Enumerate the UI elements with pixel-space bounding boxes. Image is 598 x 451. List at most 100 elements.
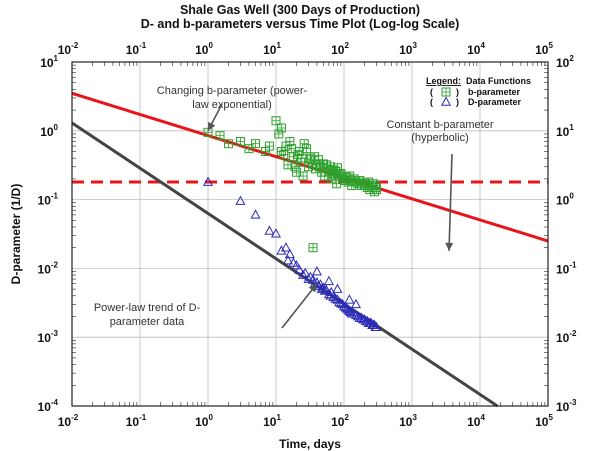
b-parameter-point [271,116,281,126]
b-parameter-point [244,144,254,154]
d-parameter-point [323,275,334,286]
d-parameter-point [294,264,305,274]
trend-line [71,91,549,243]
b-parameter-point [215,131,225,141]
y-tick-label: 10-4 [38,398,59,414]
b-parameter-point [371,185,381,195]
b-parameter-point [441,87,451,97]
y-tick-label: 100 [40,123,58,139]
d-parameter-point [300,267,311,278]
legend-heading: Legend: Data Functions [426,76,531,86]
annotation-text: Power-law trend of D- [94,302,201,314]
legend-paren-open: ( [430,97,433,107]
plot-background [72,62,548,406]
x-tick-label: 101 [263,413,281,429]
b-parameter-point [223,139,233,149]
trend-line [71,121,499,408]
d-parameter-point [350,309,362,319]
b-parameter-point [332,179,342,189]
legend-entry-label: D-parameter [468,97,522,107]
d-parameter-point [348,308,359,318]
y-axis-label: D-parameter (1/D) [9,184,23,285]
y2-tick-label: 101 [556,123,574,139]
x-tick-label-top: 102 [331,41,349,57]
y-tick-label: 10-3 [38,329,59,345]
y2-tick-label: 10-1 [556,260,577,276]
annotation-arrowhead [445,242,454,251]
data-points [202,116,382,331]
annotation-text: Changing b-parameter (power- [157,85,308,97]
x-tick-label-top: 10-2 [58,41,79,57]
d-parameter-point [303,273,314,283]
d-parameter-point [440,96,452,106]
x-tick-label-top: 100 [195,41,213,57]
x-tick-label-top: 101 [263,41,281,57]
d-parameter-point [282,255,294,265]
d-parameter-point [235,195,246,205]
chart-subtitle: D- and b-parameters versus Time Plot (Lo… [141,17,460,31]
b-parameter-point [299,139,309,149]
x-tick-label: 100 [195,413,213,429]
b-parameter-point [276,123,286,133]
b-parameter-point [251,139,261,149]
d-parameter-point [270,228,282,238]
legend-paren-close: ) [456,87,459,97]
d-parameter-point [280,242,291,252]
x-tick-label: 10-1 [126,413,147,429]
x-tick-label-top: 103 [399,41,417,57]
x-tick-label-top: 10-1 [126,41,147,57]
d-parameter-point [202,176,214,186]
d-parameter-point [332,283,343,293]
x-tick-label: 104 [467,413,485,429]
y-tick-label: 10-2 [38,260,59,276]
y2-tick-label: 100 [556,192,574,208]
x-tick-label: 102 [331,413,349,429]
annotation-arrow [281,283,318,329]
x-tick-label: 105 [535,413,553,429]
b-parameter-point [308,243,318,253]
y2-tick-label: 10-2 [556,329,577,345]
y2-tick-label: 10-3 [556,398,577,414]
b-parameter-point [312,160,322,170]
d-parameter-point [330,293,341,303]
d-parameter-point [298,269,309,279]
annotation-arrowhead [308,283,317,293]
y-tick-label: 10-1 [38,192,59,208]
d-parameter-point [344,294,355,304]
annotations: Changing b-parameter (power-law exponent… [94,85,494,329]
d-parameter-point [264,225,275,235]
tick-labels: 10-2 10-2 10-1 10-1 100 100 101 101 102 102 103 103… [38,41,578,429]
y-tick-label: 101 [40,54,58,70]
d-parameter-point [291,259,302,270]
b-parameter-point [301,144,311,154]
x-tick-label: 103 [399,413,417,429]
b-parameter-point [298,171,308,181]
legend-paren-close: ) [456,97,459,107]
annotation-text: parameter data [110,316,185,328]
x-tick-label: 10-2 [58,413,79,429]
b-parameter-point [274,129,284,139]
b-parameter-point [279,150,289,160]
y2-tick-label: 102 [556,54,574,70]
d-parameter-point [250,209,261,219]
legend-paren-open: ( [430,87,433,97]
b-parameter-point [285,136,295,146]
trend-lines [71,91,549,408]
b-parameter-point [290,162,300,172]
d-parameter-point [276,245,287,255]
d-parameter-point [350,298,362,309]
d-parameter-point [311,265,322,276]
d-parameter-point [319,285,330,295]
annotation-arrowhead [208,121,216,131]
annotation-arrow [448,153,453,251]
chart-title: Shale Gas Well (300 Days of Production) [180,3,420,17]
plot-frame [71,61,549,407]
legend: Legend: Data Functions() b-parameter() D-pa… [426,76,531,107]
d-parameter-point [328,291,339,302]
x-tick-label-top: 104 [467,41,485,57]
d-parameter-point [323,288,334,299]
annotation-text: (hyperbolic) [411,132,468,144]
legend-entry-label: b-parameter [468,87,521,97]
d-parameter-point [371,321,382,331]
